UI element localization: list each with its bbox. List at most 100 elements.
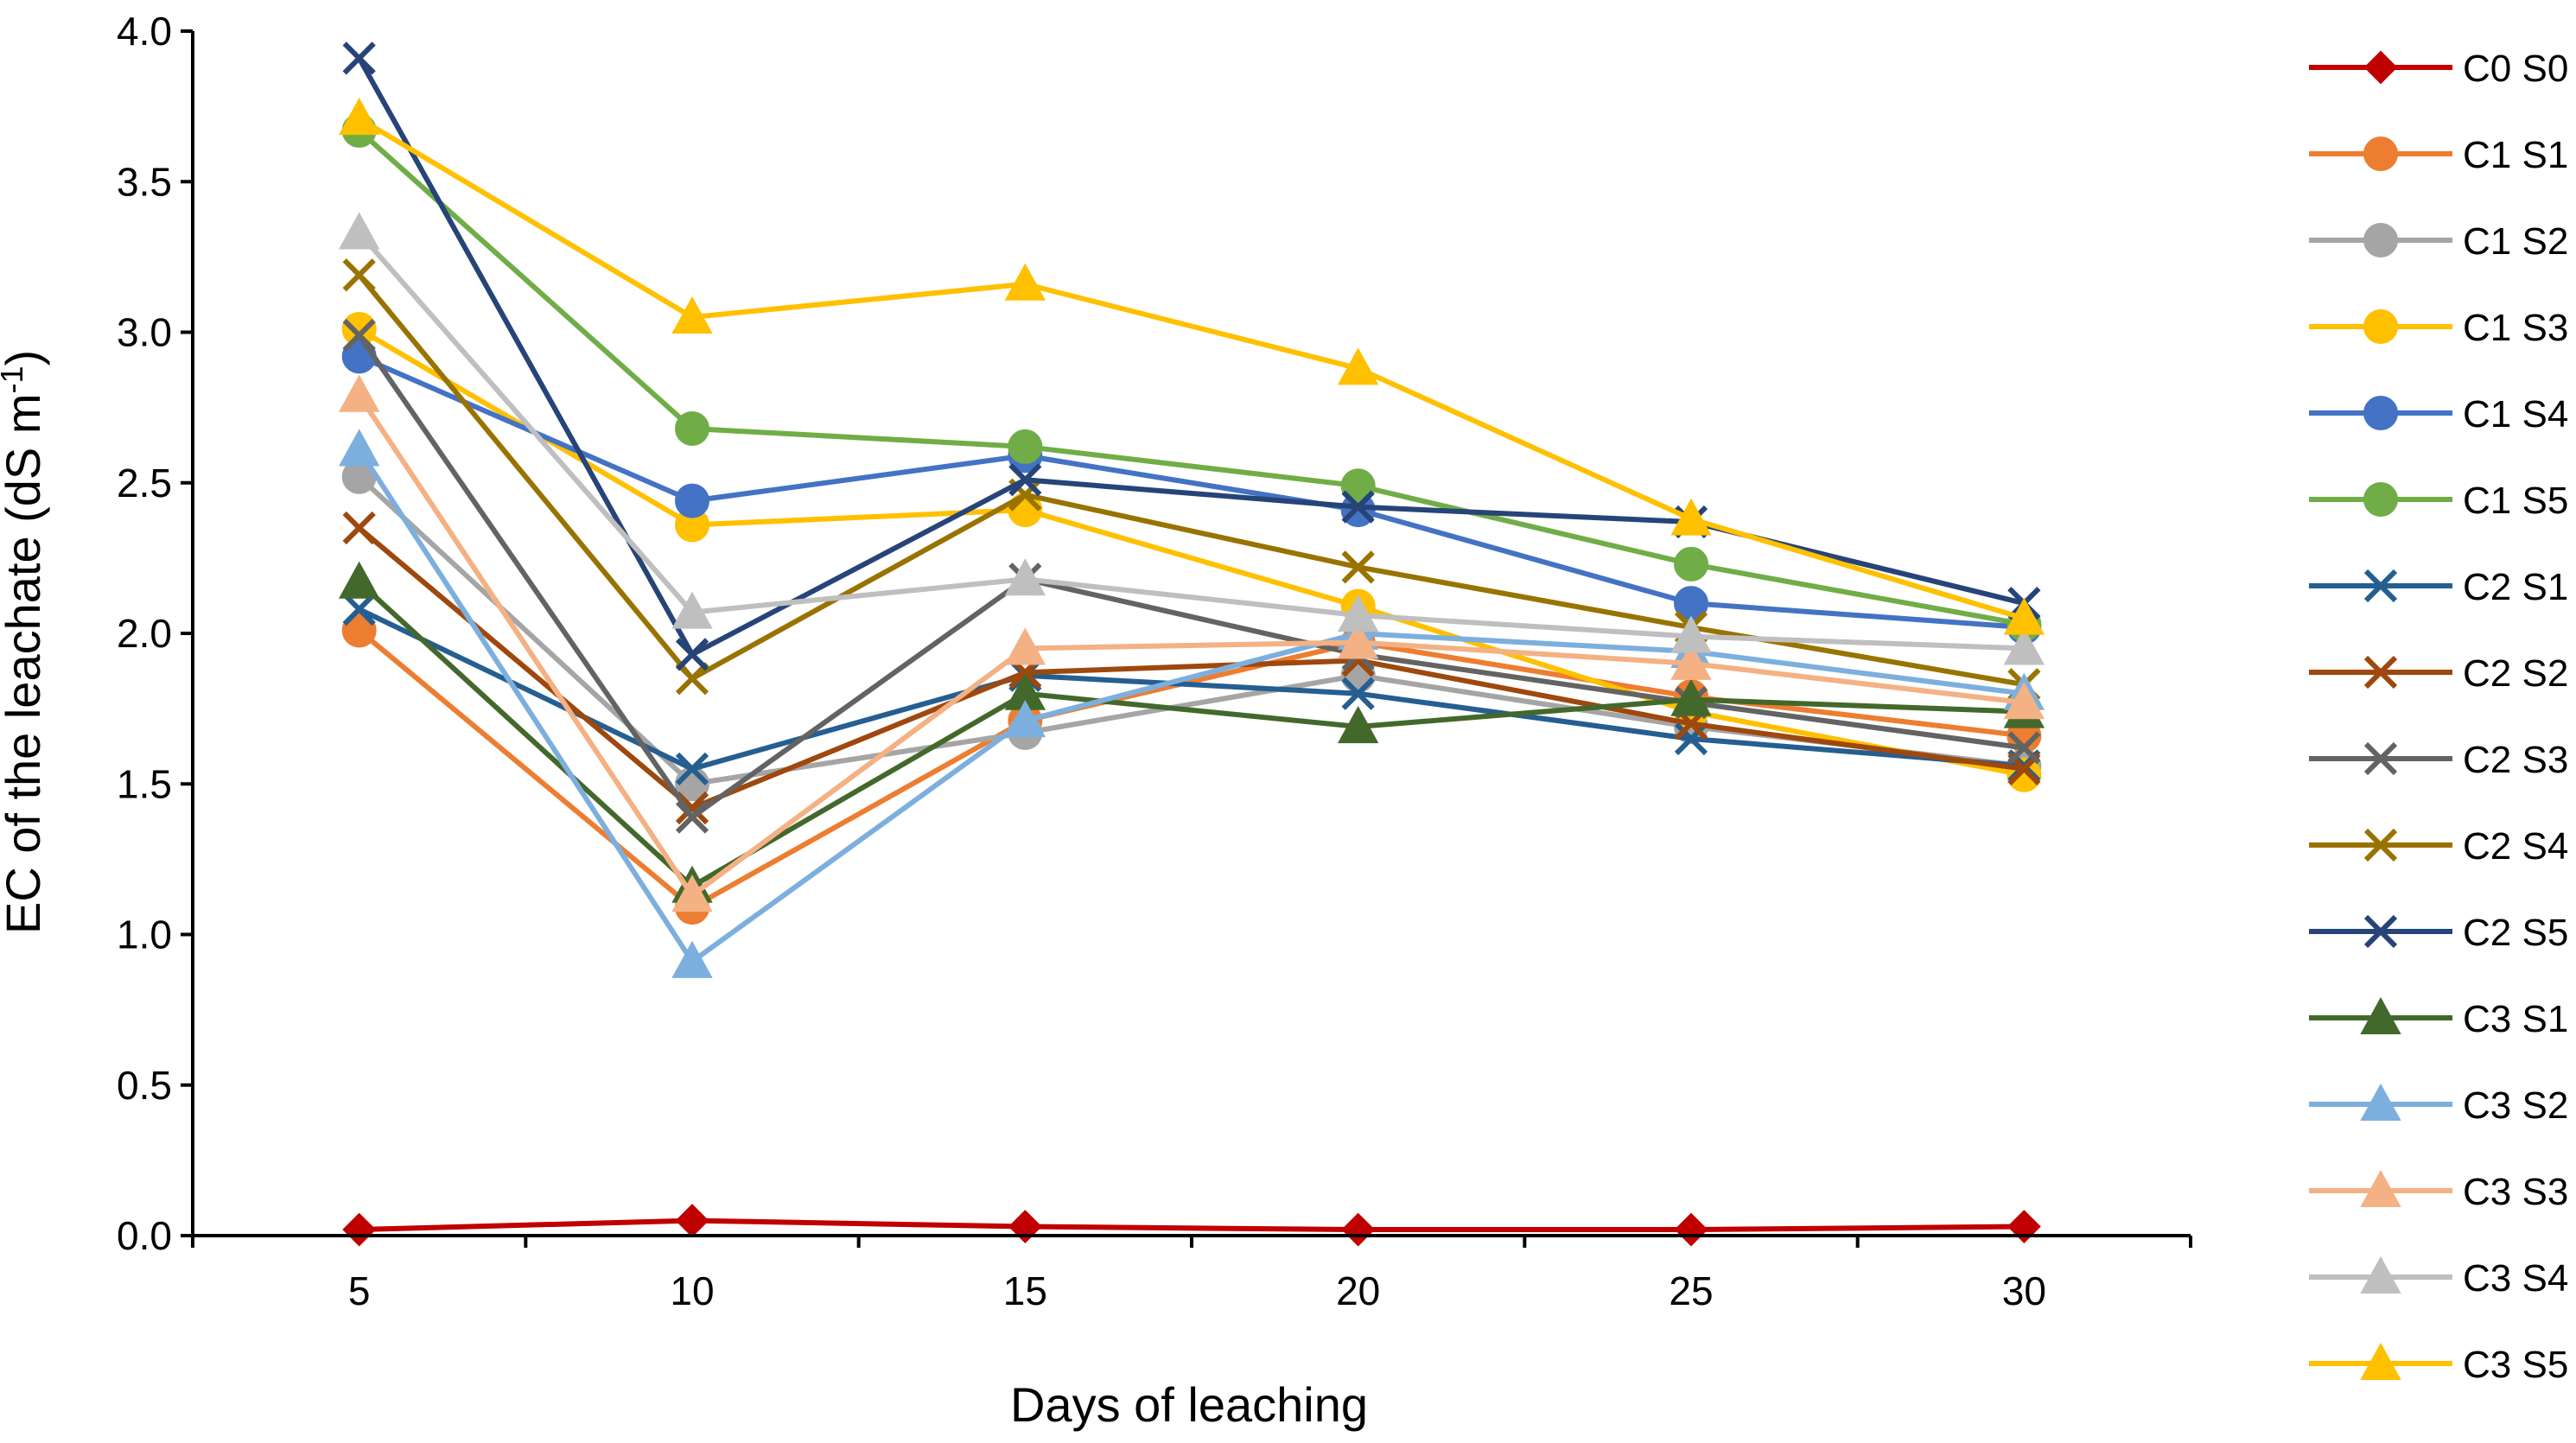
legend-item-c3-s2: C3 S2	[2309, 1083, 2568, 1127]
legend-marker	[2363, 50, 2398, 85]
legend-item-c1-s3: C1 S3	[2309, 307, 2568, 349]
data-point	[1008, 1210, 1042, 1243]
data-point	[1670, 642, 1712, 680]
legend-label: C2 S5	[2463, 912, 2568, 954]
legend-marker	[2363, 914, 2398, 949]
legend-marker	[2363, 741, 2398, 776]
y-tick-label: 0.5	[117, 1063, 172, 1108]
data-point	[671, 940, 713, 978]
legend-label: C1 S3	[2463, 307, 2568, 349]
legend-item-c3-s1: C3 S1	[2309, 996, 2568, 1040]
data-point	[342, 592, 376, 626]
data-point	[675, 638, 709, 671]
legend-item-c2-s3: C2 S3	[2309, 739, 2568, 781]
series-line	[358, 116, 2026, 621]
data-point	[2007, 1210, 2041, 1243]
legend-label: C3 S4	[2463, 1257, 2568, 1300]
data-point	[341, 613, 377, 648]
data-point	[1674, 722, 1708, 756]
legend-label: C2 S1	[2463, 566, 2568, 608]
series-c3-s3	[338, 374, 2045, 912]
data-point	[675, 662, 709, 696]
series-line	[357, 394, 2025, 899]
data-point	[675, 800, 709, 834]
legend-label: C3 S1	[2463, 998, 2568, 1040]
legend-label: C2 S3	[2463, 739, 2568, 781]
series-c1-s3	[341, 312, 2042, 792]
data-point	[671, 591, 713, 629]
series-line	[357, 448, 2025, 964]
data-point	[2003, 627, 2045, 665]
series-line	[357, 580, 2025, 889]
x-axis: 5 10 15 20 25 30	[191, 1234, 2192, 1313]
data-point	[1337, 621, 1379, 659]
legend-marker	[2363, 223, 2398, 257]
legend-item-c2-s1: C2 S1	[2309, 566, 2568, 608]
legend-label: C1 S1	[2463, 134, 2568, 176]
legend-item-c1-s4: C1 S4	[2309, 393, 2568, 435]
series-line	[359, 1217, 2025, 1233]
series-line	[357, 273, 2025, 688]
x-tick-label: 15	[1003, 1268, 1047, 1313]
data-point	[1337, 347, 1379, 385]
series-line	[357, 525, 2025, 811]
legend-marker	[2363, 396, 2398, 430]
legend-item-c1-s5: C1 S5	[2309, 480, 2568, 522]
data-point	[1670, 498, 1712, 536]
legend-marker	[2363, 309, 2398, 344]
data-point	[675, 752, 709, 785]
legend-label: C3 S2	[2463, 1084, 2568, 1127]
data-point	[342, 318, 376, 353]
y-axis: 0.0 0.5 1.0 1.5 2.0 2.5 3.0 3.5 4.0	[117, 9, 194, 1258]
legend-item-c1-s1: C1 S1	[2309, 134, 2568, 176]
series-c0-s0	[342, 1204, 2041, 1247]
data-point	[1004, 263, 1046, 301]
legend-item-c1-s2: C1 S2	[2309, 220, 2568, 263]
data-point	[1004, 699, 1046, 738]
legend-label: C2 S2	[2463, 652, 2568, 695]
plot-area	[338, 41, 2045, 1247]
data-point	[1674, 1212, 1708, 1247]
x-tick-label: 25	[1669, 1268, 1713, 1313]
data-point	[675, 1204, 709, 1237]
data-point	[338, 429, 380, 467]
series-c3-s5	[338, 97, 2045, 635]
series-line	[358, 607, 2025, 772]
legend-item-c0-s0: C0 S0	[2309, 48, 2568, 90]
data-point	[1004, 627, 1046, 665]
y-axis-title-main: EC of the leachate (dS m	[0, 394, 50, 935]
data-point	[1008, 463, 1042, 497]
legend-label: C1 S5	[2463, 480, 2568, 522]
legend-item-c3-s4: C3 S4	[2309, 1255, 2568, 1300]
y-tick-label: 4.0	[117, 9, 172, 54]
y-tick-label: 2.0	[117, 611, 172, 656]
legend-marker	[2360, 1169, 2401, 1208]
data-point	[675, 411, 709, 447]
legend-label: C1 S4	[2463, 393, 2568, 435]
data-point	[2003, 682, 2045, 720]
legend-marker	[2363, 569, 2398, 603]
data-point	[1341, 677, 1375, 710]
x-tick-label: 20	[1336, 1268, 1380, 1313]
data-point	[2007, 731, 2041, 765]
data-point	[1670, 615, 1712, 653]
series-line	[357, 231, 2025, 652]
data-point	[671, 874, 713, 912]
legend-marker	[2360, 1342, 2401, 1381]
series-line	[358, 327, 2025, 778]
data-point	[1337, 594, 1379, 633]
y-tick-label: 3.0	[117, 310, 172, 355]
x-axis-title: Days of leaching	[1010, 1377, 1368, 1432]
legend-item-c2-s2: C2 S2	[2309, 652, 2568, 695]
legend-label: C3 S5	[2463, 1344, 2568, 1386]
data-point	[342, 258, 376, 292]
data-point	[338, 374, 380, 412]
data-point	[342, 41, 376, 75]
data-point	[338, 97, 380, 136]
y-axis-title-superscript: -1	[0, 366, 29, 393]
series-c1-s1	[341, 613, 2042, 925]
y-axis-title: EC of the leachate (dS m-1)	[0, 350, 50, 934]
data-point	[338, 212, 380, 250]
legend-marker	[2363, 482, 2398, 517]
x-tick-label: 30	[2002, 1268, 2046, 1313]
